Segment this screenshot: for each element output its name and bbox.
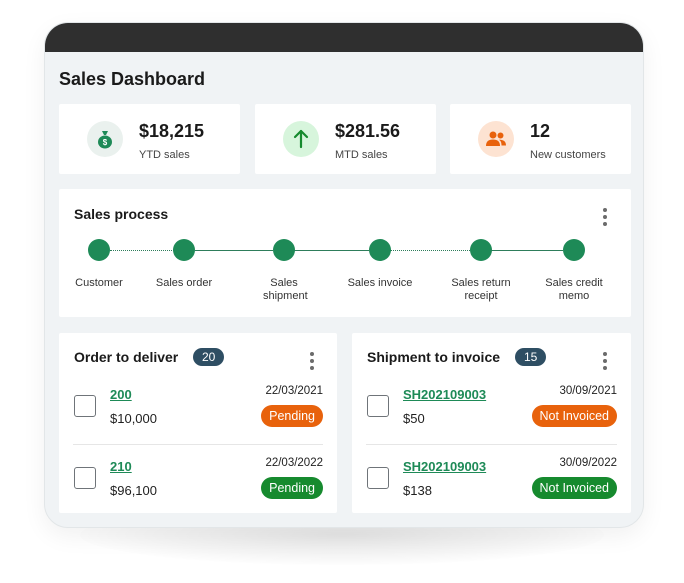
order-link[interactable]: 210 xyxy=(110,459,132,474)
new-customers-label: New customers xyxy=(530,149,606,161)
ytd-sales-value: $18,215 xyxy=(139,121,205,141)
users-icon xyxy=(478,121,514,157)
list-item: 200 $10,000 22/03/2021 Pending xyxy=(73,373,323,445)
kpi-card-new-customers: 12 New customers xyxy=(450,104,631,174)
status-badge: Not Invoiced xyxy=(531,405,617,427)
process-connector xyxy=(195,250,273,251)
process-connector xyxy=(491,250,563,251)
ytd-sales-label: YTD sales xyxy=(139,149,190,161)
step-label-sales-shipment: Sales shipment xyxy=(263,277,308,302)
process-connector xyxy=(110,250,174,251)
process-connector xyxy=(390,250,470,251)
shipment-link[interactable]: SH202109003 xyxy=(403,459,487,474)
order-link[interactable]: 200 xyxy=(110,387,132,402)
order-to-deliver-more-icon[interactable] xyxy=(309,352,315,370)
svg-text:$: $ xyxy=(103,138,108,147)
step-label-sales-order: Sales order xyxy=(155,277,213,289)
shipment-amount: $50 xyxy=(403,411,425,426)
order-date: 22/03/2022 xyxy=(265,457,323,469)
list-item: SH202109003 $50 30/09/2021 Not Invoiced xyxy=(366,373,617,445)
shipment-to-invoice-title: Shipment to invoice xyxy=(367,349,501,365)
step-dot-sales-order[interactable] xyxy=(173,239,195,261)
step-dot-sales-return-receipt[interactable] xyxy=(470,239,492,261)
shipment-link[interactable]: SH202109003 xyxy=(403,387,487,402)
money-bag-icon: $ xyxy=(87,121,123,157)
order-amount: $96,100 xyxy=(110,483,157,498)
sales-process-card: Sales process Customer Sales order Sales… xyxy=(59,189,631,317)
page-title: Sales Dashboard xyxy=(59,69,206,89)
step-dot-sales-shipment[interactable] xyxy=(273,239,295,261)
order-to-deliver-title: Order to deliver xyxy=(74,349,179,365)
kpi-card-mtd-sales: $281.56 MTD sales xyxy=(255,104,436,174)
step-label-sales-return-receipt: Sales return receipt xyxy=(451,277,511,302)
row-checkbox[interactable] xyxy=(74,467,96,489)
order-date: 22/03/2021 xyxy=(265,385,323,397)
row-checkbox[interactable] xyxy=(74,395,96,417)
mtd-sales-value: $281.56 xyxy=(335,121,401,141)
kpi-card-ytd-sales: $ $18,215 YTD sales xyxy=(59,104,240,174)
shipment-to-invoice-card: Shipment to invoice 15 SH202109003 $50 3… xyxy=(352,333,631,513)
row-checkbox[interactable] xyxy=(367,395,389,417)
list-item: SH202109003 $138 30/09/2022 Not Invoiced xyxy=(366,445,617,517)
list-item: 210 $96,100 22/03/2022 Pending xyxy=(73,445,323,517)
sales-process-title: Sales process xyxy=(74,206,169,222)
dashboard-window: Sales Dashboard $ $18,215 YTD sales $281… xyxy=(44,22,644,528)
arrow-up-icon xyxy=(283,121,319,157)
status-badge: Pending xyxy=(261,405,323,427)
shipment-date: 30/09/2022 xyxy=(559,457,617,469)
mtd-sales-label: MTD sales xyxy=(335,149,388,161)
status-badge: Pending xyxy=(261,477,323,499)
order-to-deliver-card: Order to deliver 20 200 $10,000 22/03/20… xyxy=(59,333,337,513)
order-amount: $10,000 xyxy=(110,411,157,426)
shipment-count-badge: 15 xyxy=(515,348,547,366)
step-dot-customer[interactable] xyxy=(88,239,110,261)
status-badge: Not Invoiced xyxy=(531,477,617,499)
step-label-customer: Customer xyxy=(75,277,123,289)
step-dot-sales-credit-memo[interactable] xyxy=(563,239,585,261)
order-count-badge: 20 xyxy=(193,348,225,366)
sales-process-more-icon[interactable] xyxy=(602,208,608,226)
process-connector xyxy=(294,250,369,251)
row-checkbox[interactable] xyxy=(367,467,389,489)
step-dot-sales-invoice[interactable] xyxy=(369,239,391,261)
shipment-date: 30/09/2021 xyxy=(559,385,617,397)
step-label-sales-invoice: Sales invoice xyxy=(347,277,413,289)
shipment-amount: $138 xyxy=(403,483,432,498)
step-label-sales-credit-memo: Sales credit memo xyxy=(545,277,603,302)
new-customers-value: 12 xyxy=(530,121,551,141)
window-title-bar xyxy=(45,23,643,52)
shipment-to-invoice-more-icon[interactable] xyxy=(602,352,608,370)
